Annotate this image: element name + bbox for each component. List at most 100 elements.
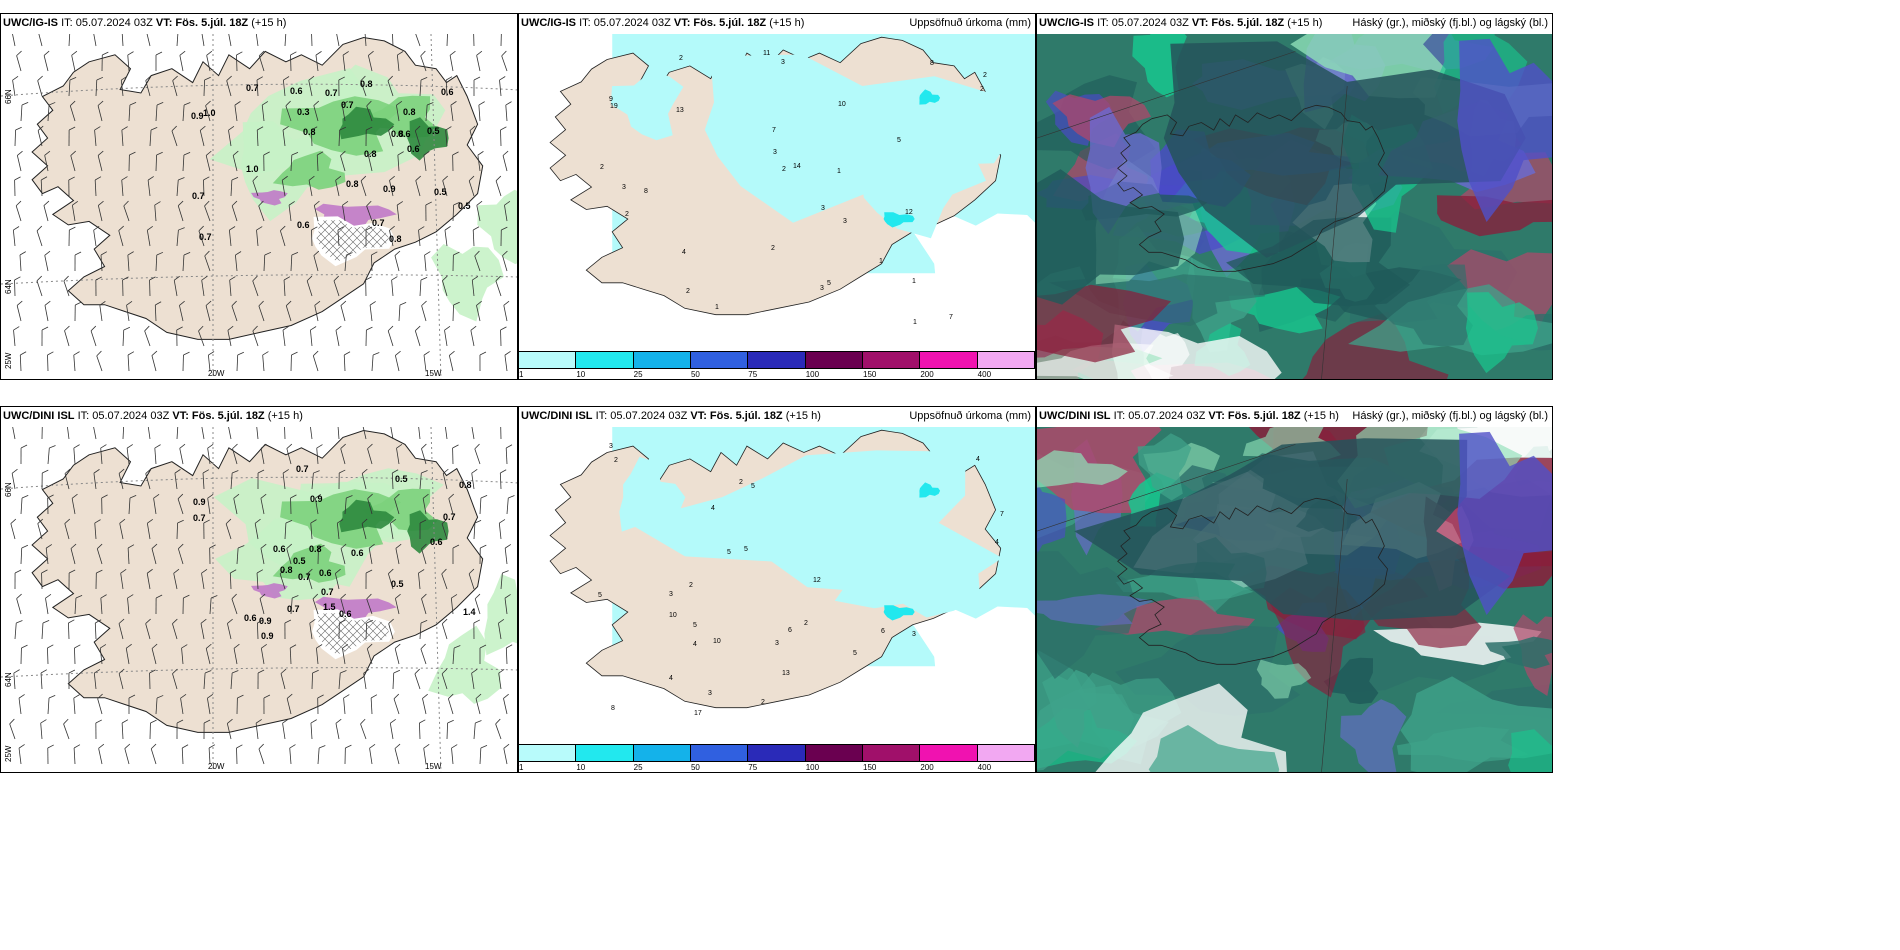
accum-value: 4 — [995, 539, 999, 546]
accum-value: 2 — [980, 86, 984, 93]
lat-label: 66N — [4, 482, 13, 497]
map-panel-vis: UWC/DINI ISL IT: 05.07.2024 03Z VT: Fös.… — [0, 406, 518, 773]
valid-time: VT: Fös. 5.júl. 18Z — [155, 17, 249, 29]
map-panel-cloud: UWC/DINI ISL IT: 05.07.2024 03Z VT: Fös.… — [1036, 406, 1553, 773]
accum-value: 2 — [625, 211, 629, 218]
field-title: Háský (gr.), miðský (fj.bl.) og lágský (… — [1352, 410, 1548, 422]
accum-value: 5 — [598, 592, 602, 599]
accum-value: 7 — [1000, 511, 1004, 518]
visibility-value: 0.9 — [191, 111, 204, 121]
accum-value: 5 — [751, 483, 755, 490]
accum-value: 5 — [744, 546, 748, 553]
panel-title: UWC/IG-IS IT: 05.07.2024 03Z VT: Fös. 5.… — [1039, 17, 1322, 29]
init-time: IT: 05.07.2024 03Z — [1113, 410, 1206, 422]
map-canvas — [1037, 427, 1552, 772]
colorbar-tick: 10 — [576, 370, 586, 379]
accum-value: 1 — [879, 258, 883, 265]
visibility-value: 0.6 — [351, 548, 364, 558]
visibility-value: 0.7 — [296, 464, 309, 474]
visibility-value: 0.6 — [297, 220, 310, 230]
accum-value: 17 — [694, 710, 702, 717]
visibility-value: 0.6 — [441, 87, 454, 97]
colorbar-swatch — [805, 352, 863, 368]
init-time: IT: 05.07.2024 03Z — [61, 17, 153, 29]
colorbar-swatch — [920, 352, 978, 368]
visibility-value: 0.8 — [309, 544, 322, 554]
accum-value: 2 — [804, 620, 808, 627]
accum-value: 2 — [771, 245, 775, 252]
accum-value: 9 — [609, 96, 613, 103]
lon-label: 20W — [208, 762, 225, 771]
accum-value: 2 — [679, 55, 683, 62]
colorbar-swatch — [862, 745, 921, 761]
accum-value: 2 — [739, 479, 743, 486]
visibility-value: 0.7 — [192, 191, 205, 201]
accum-value: 19 — [610, 103, 618, 110]
accum-value: 10 — [669, 612, 677, 619]
panel-title: UWC/DINI ISL IT: 05.07.2024 03Z VT: Fös.… — [521, 410, 821, 422]
colorbar: 1 10 25 50 75 100 150 200 400 — [519, 351, 1035, 379]
map-panel-accum: UWC/DINI ISL IT: 05.07.2024 03Z VT: Fös.… — [518, 406, 1036, 773]
accum-value: 3 — [708, 690, 712, 697]
accum-value: 2 — [600, 164, 604, 171]
lead-time: (+15 h) — [251, 17, 287, 29]
colorbar-tick: 150 — [863, 370, 877, 379]
map-panel-accum: UWC/IG-IS IT: 05.07.2024 03Z VT: Fös. 5.… — [518, 13, 1036, 380]
accum-value: 3 — [821, 205, 825, 212]
accum-value: 8 — [644, 188, 648, 195]
visibility-value: 0.6 — [407, 144, 420, 154]
visibility-value: 0.8 — [280, 565, 293, 575]
colorbar-swatch — [690, 745, 749, 761]
visibility-value: 0.8 — [346, 179, 359, 189]
map-canvas — [1037, 34, 1552, 379]
lead-time: (+15 h) — [1287, 17, 1323, 29]
accum-value: 2 — [689, 582, 693, 589]
valid-time: VT: Fös. 5.júl. 18Z — [1208, 410, 1301, 422]
accum-value: 3 — [669, 591, 673, 598]
accum-value: 2 — [782, 166, 786, 173]
accum-value: 8 — [611, 705, 615, 712]
accum-value: 5 — [853, 650, 857, 657]
colorbar-swatch — [805, 745, 863, 761]
visibility-value: 0.8 — [303, 127, 316, 137]
colorbar-tick: 1 — [519, 763, 524, 772]
visibility-value: 0.6 — [244, 613, 257, 623]
model-name: UWC/IG-IS — [3, 17, 58, 29]
lead-time: (+15 h) — [1303, 410, 1339, 422]
model-name: UWC/DINI ISL — [1039, 410, 1111, 422]
colorbar-swatch — [576, 745, 634, 761]
accum-value: 3 — [781, 59, 785, 66]
colorbar-swatch — [519, 352, 577, 368]
colorbar-tick: 1 — [519, 370, 524, 379]
visibility-value: 0.6 — [290, 86, 303, 96]
accum-value: 14 — [793, 163, 801, 170]
model-name: UWC/DINI ISL — [521, 410, 593, 422]
valid-time: VT: Fös. 5.júl. 18Z — [673, 17, 767, 29]
accum-value: 2 — [686, 288, 690, 295]
panel-title: UWC/DINI ISL IT: 05.07.2024 03Z VT: Fös.… — [3, 410, 303, 422]
visibility-value: 0.9 — [193, 497, 206, 507]
accum-value: 3 — [843, 218, 847, 225]
colorbar-swatch — [519, 745, 577, 761]
visibility-value: 1.4 — [463, 607, 476, 617]
colorbar-tick: 100 — [805, 763, 820, 772]
visibility-value: 0.7 — [193, 513, 206, 523]
accum-value: 1 — [715, 304, 719, 311]
visibility-value: 0.5 — [434, 187, 447, 197]
lead-time: (+15 h) — [267, 410, 303, 422]
valid-time: VT: Fös. 5.júl. 18Z — [172, 410, 265, 422]
visibility-value: 0.6 — [398, 129, 411, 139]
map-panel-cloud: UWC/IG-IS IT: 05.07.2024 03Z VT: Fös. 5.… — [1036, 13, 1553, 380]
field-title: Uppsöfnuð úrkoma (mm) — [909, 410, 1031, 422]
lead-time: (+15 h) — [785, 410, 821, 422]
map-panel-vis: UWC/IG-IS IT: 05.07.2024 03Z VT: Fös. 5.… — [0, 13, 518, 380]
accum-value: 2 — [761, 699, 765, 706]
colorbar: 1 10 25 50 75 100 150 200 400 — [519, 744, 1035, 772]
lat-label: 64N — [4, 279, 13, 294]
visibility-value: 0.9 — [383, 184, 396, 194]
accum-value: 11 — [763, 50, 770, 57]
colorbar-tick: 400 — [977, 763, 992, 772]
init-time: IT: 05.07.2024 03Z — [1097, 17, 1189, 29]
model-name: UWC/DINI ISL — [3, 410, 75, 422]
